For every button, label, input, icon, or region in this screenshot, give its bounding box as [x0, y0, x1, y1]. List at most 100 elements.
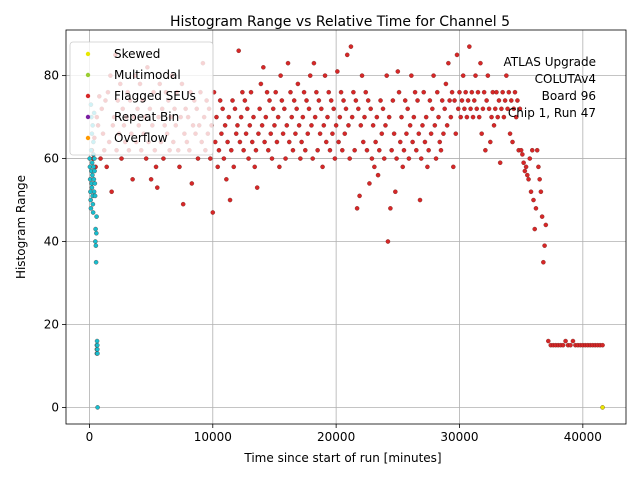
data-point	[447, 98, 452, 103]
data-point	[314, 89, 319, 95]
data-point	[459, 98, 465, 103]
data-point	[468, 106, 473, 112]
data-point	[335, 69, 340, 74]
data-point	[324, 139, 329, 145]
data-point	[247, 123, 253, 128]
data-point	[322, 73, 328, 78]
data-point	[497, 160, 503, 165]
data-point	[94, 230, 99, 236]
data-point	[180, 201, 186, 207]
data-point	[312, 114, 318, 120]
data-point	[356, 106, 361, 112]
data-point	[303, 148, 308, 153]
data-point	[87, 156, 92, 161]
data-point	[256, 131, 261, 136]
data-point	[245, 106, 250, 112]
data-point	[416, 131, 422, 136]
legend-label: Multimodal	[114, 68, 181, 82]
y-axis-label: Histogram Range	[14, 175, 28, 279]
data-point	[390, 98, 396, 103]
data-point	[525, 172, 530, 178]
data-point	[423, 114, 429, 120]
data-point	[463, 89, 468, 95]
data-point	[543, 222, 549, 228]
chart-title: Histogram Range vs Relative Time for Cha…	[170, 14, 510, 30]
data-point	[444, 123, 450, 128]
data-point	[417, 197, 423, 203]
data-point	[338, 89, 344, 95]
data-point	[94, 214, 99, 219]
data-point	[261, 65, 266, 70]
data-point	[317, 131, 323, 136]
data-point	[391, 131, 397, 136]
data-point	[401, 148, 407, 153]
data-point	[362, 114, 367, 120]
data-point	[539, 214, 545, 219]
data-point	[315, 148, 320, 153]
data-point	[293, 131, 298, 136]
x-axis-label: Time since start of run [minutes]	[243, 451, 441, 465]
data-point	[363, 89, 368, 95]
data-point	[442, 106, 447, 112]
data-point	[399, 114, 404, 120]
data-point	[412, 89, 418, 95]
data-point	[537, 177, 542, 182]
data-point	[378, 98, 383, 103]
data-point	[518, 148, 524, 153]
data-point	[300, 114, 306, 120]
data-point	[321, 123, 327, 128]
data-point	[224, 177, 229, 182]
data-point	[275, 114, 281, 120]
data-point	[365, 98, 371, 103]
data-point	[109, 189, 114, 194]
data-point	[341, 98, 346, 103]
data-point	[253, 148, 259, 153]
data-point	[435, 89, 440, 95]
data-point	[379, 131, 385, 136]
data-point	[274, 139, 280, 145]
data-point	[278, 73, 283, 78]
data-point	[438, 148, 444, 153]
data-point	[515, 98, 520, 103]
data-point	[225, 139, 230, 145]
data-point	[449, 89, 455, 95]
data-point	[288, 89, 293, 95]
data-point	[374, 114, 380, 120]
data-point	[153, 164, 159, 170]
data-point	[282, 106, 287, 112]
data-point	[328, 98, 334, 103]
data-point	[299, 139, 304, 145]
data-point	[229, 148, 234, 153]
data-point	[418, 156, 424, 161]
data-point	[242, 98, 248, 103]
data-point	[437, 139, 442, 145]
data-point	[319, 106, 324, 112]
data-point	[433, 156, 439, 161]
legend-marker	[85, 72, 91, 78]
data-point	[428, 131, 434, 136]
data-point	[306, 106, 312, 112]
data-point	[393, 189, 398, 194]
data-point	[347, 156, 352, 161]
data-point	[333, 123, 339, 128]
data-point	[526, 177, 531, 182]
data-point	[473, 73, 478, 78]
data-point	[92, 168, 97, 174]
data-point	[284, 123, 290, 128]
legend-label: Overflow	[114, 131, 168, 145]
annotation-line: Chip 1, Run 47	[508, 106, 596, 120]
data-point	[364, 148, 370, 153]
data-point	[270, 106, 276, 112]
data-point	[343, 106, 349, 112]
data-point	[436, 114, 441, 120]
y-tick-label: 60	[44, 152, 59, 166]
data-point	[536, 164, 541, 170]
data-point	[267, 98, 272, 103]
data-point	[560, 342, 566, 348]
data-point	[546, 338, 551, 344]
data-point	[511, 106, 517, 112]
data-point	[291, 98, 297, 103]
plot-frame	[65, 29, 627, 425]
data-point	[88, 206, 94, 211]
data-point	[486, 106, 492, 112]
